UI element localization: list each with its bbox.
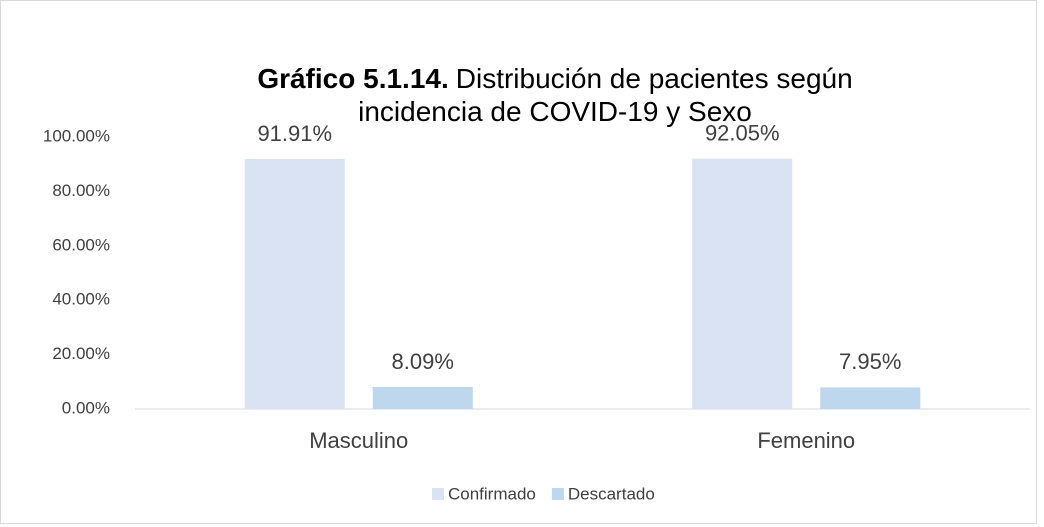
- value-label: 91.91%: [257, 121, 332, 146]
- y-tick-label: 80.00%: [52, 181, 110, 200]
- y-tick-label: 60.00%: [52, 235, 110, 254]
- title-text: Distribución de pacientes según incidenc…: [358, 63, 853, 127]
- x-tick-label: Femenino: [757, 428, 855, 453]
- title-label: Gráfico 5.1.14.: [257, 63, 449, 94]
- bar: [244, 159, 345, 409]
- bar: [820, 387, 921, 409]
- value-label: 92.05%: [705, 120, 780, 145]
- chart-title: Gráfico 5.1.14. Distribución de pacientes…: [200, 62, 910, 128]
- value-label: 7.95%: [839, 349, 901, 374]
- y-tick-label: 20.00%: [52, 344, 110, 363]
- legend-label: Descartado: [568, 484, 655, 503]
- legend-swatch: [432, 488, 444, 500]
- value-label: 8.09%: [392, 349, 454, 374]
- x-tick-label: Masculino: [309, 428, 408, 453]
- bar: [372, 386, 473, 409]
- y-tick-label: 0.00%: [62, 398, 110, 417]
- y-tick-label: 100.00%: [43, 126, 110, 145]
- legend-label: Confirmado: [448, 484, 536, 503]
- legend-swatch: [551, 488, 564, 500]
- y-tick-label: 40.00%: [52, 290, 110, 309]
- bar: [692, 158, 793, 409]
